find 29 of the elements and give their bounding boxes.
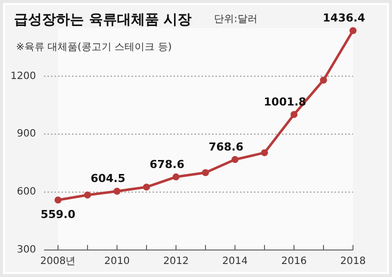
point [84, 191, 91, 198]
y-tick-label: 300 [16, 244, 36, 256]
point [232, 156, 238, 164]
data-label: 1436.4 [322, 12, 366, 25]
annotation: ※육류 대체품(콩고기 스테이크 등) [16, 42, 172, 53]
point [54, 196, 62, 204]
point [202, 169, 209, 176]
point [114, 188, 120, 195]
data-label: 559.0 [40, 208, 76, 221]
point [350, 27, 356, 34]
point [172, 173, 180, 180]
y-tick-label: 600 [16, 186, 36, 198]
point [290, 111, 298, 118]
x-tick-label: 2012 [163, 256, 189, 267]
data-label: 604.5 [90, 172, 126, 186]
y-tick-label: 900 [16, 128, 36, 140]
data-label: 768.6 [208, 140, 244, 154]
x-tick-label: 2014 [222, 256, 248, 267]
y-tick-label: 1200 [10, 70, 36, 82]
x-tick-label: 2018 [340, 256, 366, 267]
data-label: 678.6 [150, 158, 185, 171]
x-tick-label: 2008년 [40, 256, 76, 267]
chart-subtitle: 단위:달러 [214, 14, 258, 25]
chart-title: 급성장하는 육류대체품 시장 [14, 12, 192, 28]
x-tick-label: 2016 [281, 256, 307, 267]
point [261, 149, 268, 156]
x-tick-label: 2010 [104, 256, 130, 267]
point [320, 76, 327, 84]
point [143, 184, 150, 191]
